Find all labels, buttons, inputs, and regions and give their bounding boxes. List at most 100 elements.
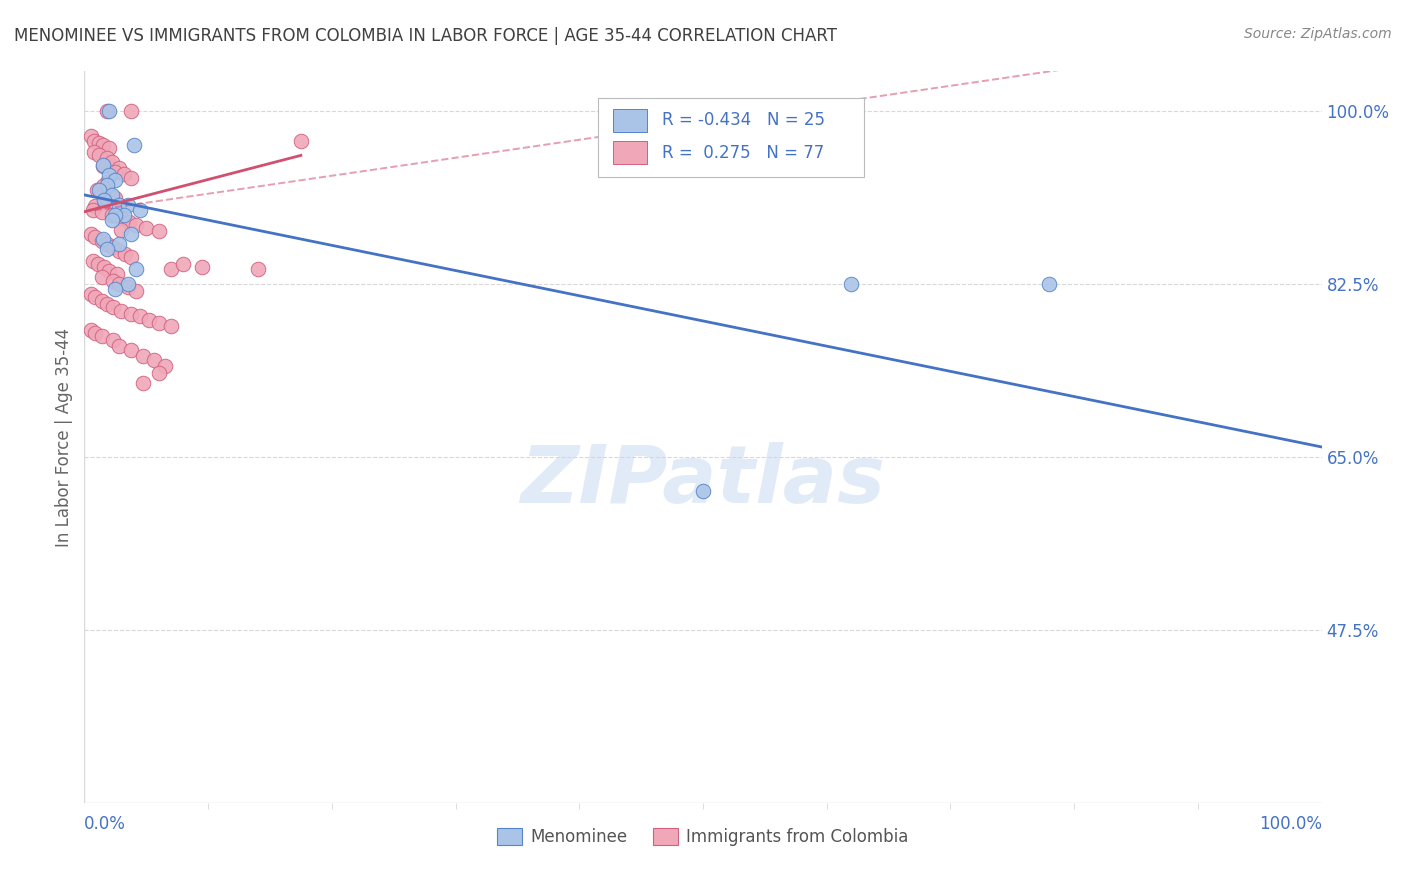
Point bbox=[148, 366, 170, 380]
Text: R =  0.275   N = 77: R = 0.275 N = 77 bbox=[662, 144, 824, 161]
Point bbox=[125, 218, 148, 232]
Point bbox=[122, 138, 145, 153]
Point bbox=[117, 198, 139, 212]
Point bbox=[84, 230, 107, 244]
Point bbox=[108, 339, 131, 353]
Point bbox=[96, 296, 118, 310]
Point bbox=[191, 260, 214, 274]
Point bbox=[112, 167, 135, 181]
Point bbox=[84, 326, 107, 341]
Point bbox=[1038, 277, 1060, 291]
Y-axis label: In Labor Force | Age 35-44: In Labor Force | Age 35-44 bbox=[55, 327, 73, 547]
Text: 0.0%: 0.0% bbox=[84, 814, 127, 832]
Point bbox=[89, 148, 111, 162]
Point bbox=[120, 250, 142, 264]
Point bbox=[138, 313, 160, 327]
Point bbox=[90, 293, 112, 308]
Point bbox=[84, 199, 107, 213]
Text: MENOMINEE VS IMMIGRANTS FROM COLOMBIA IN LABOR FORCE | AGE 35-44 CORRELATION CHA: MENOMINEE VS IMMIGRANTS FROM COLOMBIA IN… bbox=[14, 27, 837, 45]
Point bbox=[96, 103, 118, 118]
Point bbox=[135, 220, 157, 235]
Point bbox=[101, 240, 124, 254]
Point bbox=[104, 165, 127, 179]
Point bbox=[160, 319, 183, 334]
Point bbox=[100, 155, 122, 169]
Point bbox=[89, 183, 111, 197]
Point bbox=[120, 103, 142, 118]
Point bbox=[108, 277, 131, 291]
Point bbox=[148, 225, 170, 239]
Point bbox=[110, 303, 132, 318]
Point bbox=[89, 136, 111, 150]
Point bbox=[108, 161, 131, 176]
Point bbox=[91, 158, 114, 172]
FancyBboxPatch shape bbox=[598, 98, 863, 178]
Point bbox=[110, 222, 132, 236]
Point bbox=[125, 262, 148, 277]
Point bbox=[93, 194, 115, 209]
Point bbox=[112, 208, 135, 222]
Point bbox=[79, 128, 101, 143]
Point bbox=[117, 280, 139, 294]
Point bbox=[98, 141, 121, 155]
Point bbox=[90, 204, 112, 219]
Point bbox=[104, 191, 127, 205]
Point bbox=[96, 152, 118, 166]
Point bbox=[82, 202, 104, 217]
Point bbox=[90, 269, 112, 284]
Point bbox=[101, 274, 124, 288]
Point bbox=[79, 227, 101, 242]
Point bbox=[246, 262, 269, 277]
Point bbox=[84, 290, 107, 304]
Point bbox=[125, 284, 148, 298]
Point bbox=[96, 237, 118, 252]
Point bbox=[100, 212, 122, 227]
Point bbox=[153, 359, 176, 373]
Point bbox=[117, 277, 139, 291]
Point bbox=[172, 257, 194, 271]
Point bbox=[98, 168, 121, 182]
Point bbox=[91, 138, 114, 153]
Point bbox=[120, 227, 142, 242]
Text: R = -0.434   N = 25: R = -0.434 N = 25 bbox=[662, 112, 825, 129]
Point bbox=[105, 267, 128, 281]
Point bbox=[86, 183, 108, 197]
Point bbox=[91, 179, 114, 194]
Point bbox=[129, 310, 152, 324]
Point bbox=[90, 329, 112, 343]
Point bbox=[120, 171, 142, 186]
Point bbox=[148, 317, 170, 331]
Point bbox=[131, 349, 153, 363]
Point bbox=[82, 254, 104, 268]
Point bbox=[114, 247, 136, 261]
Text: 100.0%: 100.0% bbox=[1258, 814, 1322, 832]
Point bbox=[692, 484, 714, 499]
Point bbox=[91, 232, 114, 246]
Point bbox=[110, 211, 132, 225]
Point bbox=[98, 103, 121, 118]
Point bbox=[129, 202, 152, 217]
Legend: Menominee, Immigrants from Colombia: Menominee, Immigrants from Colombia bbox=[491, 822, 915, 853]
Point bbox=[100, 188, 122, 202]
Point bbox=[96, 178, 118, 192]
Point bbox=[98, 264, 121, 278]
Point bbox=[104, 282, 127, 296]
Text: ZIPatlas: ZIPatlas bbox=[520, 442, 886, 520]
FancyBboxPatch shape bbox=[613, 109, 647, 132]
Point bbox=[93, 260, 115, 274]
Point bbox=[131, 376, 153, 390]
Point bbox=[90, 235, 112, 249]
Point bbox=[98, 186, 121, 201]
Point bbox=[79, 323, 101, 337]
Point bbox=[160, 262, 183, 277]
Point bbox=[290, 134, 312, 148]
Text: Source: ZipAtlas.com: Source: ZipAtlas.com bbox=[1244, 27, 1392, 41]
Point bbox=[108, 237, 131, 252]
Point bbox=[101, 333, 124, 347]
Point bbox=[96, 175, 118, 189]
FancyBboxPatch shape bbox=[613, 141, 647, 164]
Point bbox=[91, 159, 114, 173]
Point bbox=[96, 242, 118, 256]
Point bbox=[120, 343, 142, 357]
Point bbox=[87, 257, 110, 271]
